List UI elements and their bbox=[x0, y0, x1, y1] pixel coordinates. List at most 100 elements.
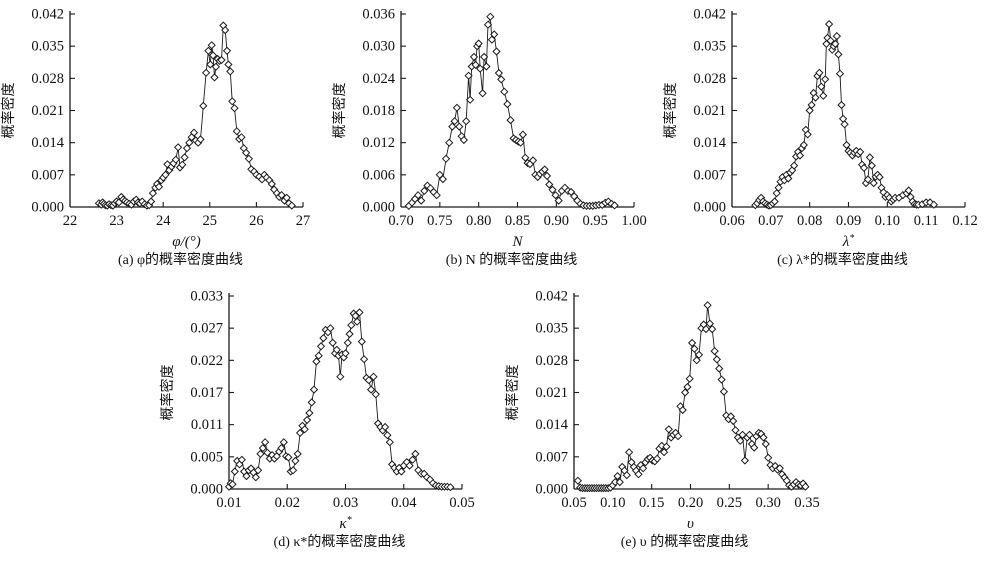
y-tick-label: 0.014 bbox=[31, 135, 64, 151]
data-point-marker bbox=[551, 191, 560, 200]
data-point-marker bbox=[869, 178, 878, 188]
data-point-marker bbox=[347, 321, 356, 330]
data-point-marker bbox=[715, 364, 724, 373]
data-line bbox=[228, 312, 451, 488]
data-point-marker bbox=[837, 100, 846, 110]
data-point-marker bbox=[148, 189, 158, 198]
x-tick-label: 0.90 bbox=[544, 213, 569, 229]
data-point-marker bbox=[859, 163, 869, 173]
data-point-marker bbox=[692, 356, 701, 365]
data-point-marker bbox=[256, 449, 265, 459]
data-point-marker bbox=[445, 138, 454, 147]
chart-c-caption: (c) λ*的概率密度曲线 bbox=[777, 253, 908, 268]
x-axis-title: φ/(°) bbox=[172, 234, 200, 250]
data-point-marker bbox=[455, 122, 464, 131]
data-point-marker bbox=[207, 41, 216, 50]
x-tick-label: 0.80 bbox=[466, 213, 491, 229]
data-point-marker bbox=[385, 438, 394, 447]
y-tick-label: 0.018 bbox=[362, 103, 395, 119]
data-point-marker bbox=[789, 161, 799, 170]
data-point-marker bbox=[332, 345, 341, 354]
data-point-marker bbox=[352, 317, 362, 326]
chart-a-plot: 0.000 0.007 0.014 0.021 0.028 0.035 0.042 22 23 2… bbox=[0, 7, 310, 251]
y-tick-label: 0.012 bbox=[362, 135, 395, 151]
x-tick-label: 0.11 bbox=[914, 213, 939, 229]
data-point-marker bbox=[687, 338, 697, 348]
y-tick-label: 0.021 bbox=[31, 103, 64, 119]
y-tick-label: 0.035 bbox=[693, 39, 726, 55]
x-tick-label: 0.75 bbox=[427, 213, 452, 229]
data-point-marker bbox=[328, 338, 337, 347]
data-point-marker bbox=[217, 55, 226, 65]
data-point-marker bbox=[464, 71, 473, 80]
data-point-marker bbox=[801, 482, 810, 491]
data-point-marker bbox=[441, 154, 451, 163]
x-tick-label: 24 bbox=[156, 213, 171, 229]
data-point-marker bbox=[364, 376, 373, 385]
data-point-marker bbox=[774, 183, 783, 192]
y-tick-label: 0.000 bbox=[190, 482, 223, 498]
x-tick-label: 0.12 bbox=[952, 213, 977, 229]
data-point-marker bbox=[821, 75, 830, 84]
data-point-marker bbox=[237, 133, 246, 142]
data-point-marker bbox=[277, 190, 286, 200]
y-tick-label: 0.042 bbox=[693, 7, 726, 23]
data-point-marker bbox=[291, 456, 300, 466]
data-point-marker bbox=[420, 186, 429, 196]
data-point-marker bbox=[521, 153, 530, 162]
data-point-marker bbox=[413, 191, 423, 200]
y-axis-title: 概率密度 bbox=[159, 365, 176, 421]
data-point-marker bbox=[803, 130, 812, 139]
data-point-marker bbox=[446, 483, 455, 492]
data-point-marker bbox=[875, 172, 884, 182]
data-point-marker bbox=[772, 189, 781, 198]
data-point-marker bbox=[355, 308, 364, 317]
data-point-marker bbox=[438, 174, 448, 184]
data-point-marker bbox=[685, 374, 694, 383]
y-tick-label: 0.024 bbox=[362, 71, 395, 87]
data-point-marker bbox=[211, 62, 221, 71]
data-point-marker bbox=[518, 130, 528, 139]
data-point-marker bbox=[309, 385, 319, 394]
data-point-marker bbox=[500, 87, 509, 96]
data-point-marker bbox=[459, 135, 469, 145]
data-point-marker bbox=[694, 350, 704, 359]
data-point-marker bbox=[826, 36, 835, 45]
y-tick-label: 0.036 bbox=[362, 7, 395, 23]
data-point-marker bbox=[371, 390, 380, 399]
data-point-marker bbox=[710, 346, 719, 356]
bottom-chart-row: 0.000 0.005 0.011 0.017 0.022 0.027 0.033 0.01 0… bbox=[0, 284, 994, 552]
data-point-marker bbox=[815, 68, 824, 77]
data-point-marker bbox=[834, 50, 843, 59]
x-tick-label: 0.30 bbox=[755, 495, 780, 511]
x-tick-label: 0.01 bbox=[216, 495, 241, 511]
data-point-marker bbox=[554, 196, 563, 205]
data-point-marker bbox=[380, 422, 390, 432]
y-tick-label: 0.042 bbox=[535, 289, 568, 305]
x-tick-label: 0.09 bbox=[836, 213, 861, 229]
data-point-marker bbox=[764, 453, 773, 462]
data-point-marker bbox=[196, 135, 205, 144]
y-tick-label: 0.000 bbox=[535, 482, 568, 498]
data-point-marker bbox=[634, 470, 643, 479]
data-point-marker bbox=[432, 191, 441, 200]
data-point-marker bbox=[799, 140, 808, 150]
data-point-marker bbox=[452, 103, 462, 112]
data-point-marker bbox=[708, 324, 717, 334]
data-point-marker bbox=[154, 182, 164, 191]
data-point-marker bbox=[479, 52, 489, 62]
data-point-marker bbox=[817, 82, 826, 91]
data-point-marker bbox=[341, 349, 350, 358]
data-point-marker bbox=[659, 448, 669, 457]
data-point-marker bbox=[494, 68, 504, 78]
data-point-marker bbox=[287, 201, 296, 210]
data-point-marker bbox=[824, 19, 834, 29]
data-point-marker bbox=[613, 471, 622, 481]
data-point-marker bbox=[284, 453, 293, 462]
data-point-marker bbox=[171, 155, 180, 164]
data-point-marker bbox=[293, 449, 302, 459]
data-point-marker bbox=[302, 415, 312, 425]
x-tick-label: 0.10 bbox=[600, 495, 625, 511]
data-point-marker bbox=[811, 93, 820, 102]
data-point-marker bbox=[226, 67, 235, 76]
